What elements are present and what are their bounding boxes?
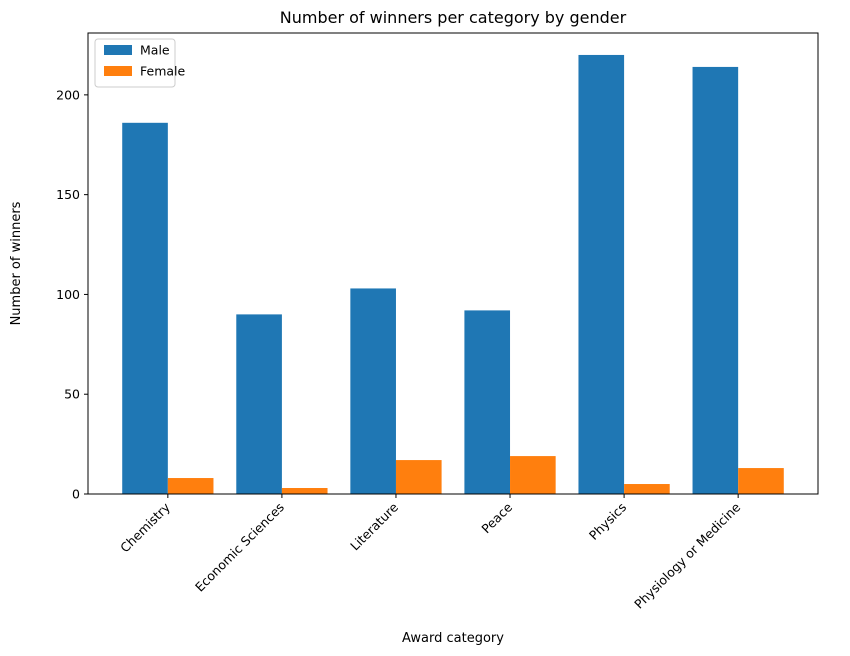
plot-frame	[87, 32, 819, 495]
y-tick-label-4: 200	[56, 87, 80, 102]
bar-female-1	[281, 488, 328, 494]
bar-male-1	[236, 314, 282, 494]
bar-male-2	[350, 288, 396, 494]
bar-male-0	[122, 122, 168, 495]
legend-label-male: Male	[140, 43, 170, 58]
y-tick-label-1: 50	[64, 387, 80, 402]
bar-female-4	[624, 484, 670, 494]
x-axis: Chemistry Economic Sciences Literature Peac…	[117, 494, 743, 612]
x-tick-label-2: Literature	[347, 499, 401, 553]
legend-swatch-female	[104, 66, 132, 76]
bar-male-5	[692, 66, 739, 495]
bar-female-3	[510, 456, 556, 494]
y-axis: 0 50 100 150 200	[56, 87, 88, 502]
bars-group	[122, 54, 784, 495]
x-tick-label-0: Chemistry	[117, 499, 173, 555]
y-axis-label: Number of winners	[9, 201, 24, 325]
bar-male-4	[578, 54, 625, 494]
x-axis-label: Award category	[402, 631, 504, 646]
x-tick-label-1: Economic Sciences	[192, 500, 287, 595]
y-tick-label-0: 0	[72, 487, 80, 502]
bar-female-0	[167, 478, 214, 494]
x-tick-label-5: Physiology or Medicine	[631, 499, 743, 611]
legend-label-female: Female	[140, 64, 186, 79]
y-tick-label-2: 100	[56, 287, 80, 302]
legend: Male Female	[94, 38, 186, 88]
bar-female-2	[395, 460, 442, 494]
y-tick-label-3: 150	[56, 187, 80, 202]
x-tick-label-4: Physics	[586, 500, 629, 543]
x-tick-label-3: Peace	[478, 499, 515, 536]
legend-swatch-male	[104, 45, 132, 55]
bar-male-3	[464, 310, 511, 494]
bar-female-5	[738, 468, 784, 494]
chart-title: Number of winners per category by gender	[280, 8, 627, 27]
